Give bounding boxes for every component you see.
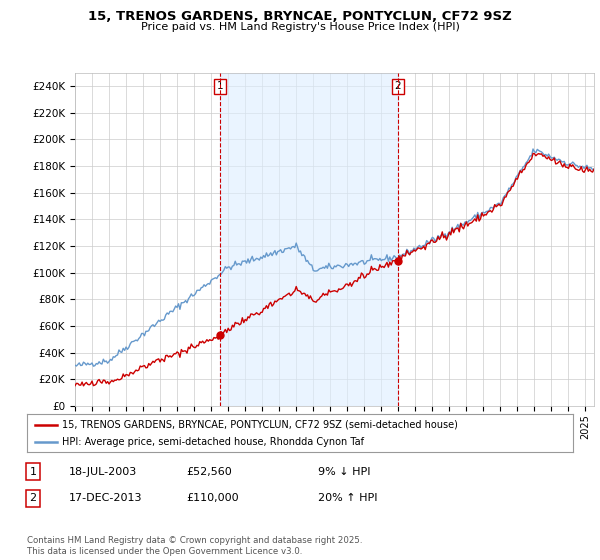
Text: 1: 1 [29, 466, 37, 477]
Text: 15, TRENOS GARDENS, BRYNCAE, PONTYCLUN, CF72 9SZ: 15, TRENOS GARDENS, BRYNCAE, PONTYCLUN, … [88, 10, 512, 23]
Text: £110,000: £110,000 [186, 493, 239, 503]
Text: 20% ↑ HPI: 20% ↑ HPI [318, 493, 377, 503]
Text: 2: 2 [394, 81, 401, 91]
Bar [220, 73, 398, 406]
Text: Contains HM Land Registry data © Crown copyright and database right 2025.
This d: Contains HM Land Registry data © Crown c… [27, 536, 362, 556]
Text: 15, TRENOS GARDENS, BRYNCAE, PONTYCLUN, CF72 9SZ (semi-detached house): 15, TRENOS GARDENS, BRYNCAE, PONTYCLUN, … [62, 419, 458, 430]
Text: 1: 1 [217, 81, 224, 91]
Text: Price paid vs. HM Land Registry's House Price Index (HPI): Price paid vs. HM Land Registry's House … [140, 22, 460, 32]
Text: 9% ↓ HPI: 9% ↓ HPI [318, 466, 371, 477]
Text: 18-JUL-2003: 18-JUL-2003 [69, 466, 137, 477]
Text: 17-DEC-2013: 17-DEC-2013 [69, 493, 143, 503]
Text: HPI: Average price, semi-detached house, Rhondda Cynon Taf: HPI: Average price, semi-detached house,… [62, 437, 364, 447]
Text: 2: 2 [29, 493, 37, 503]
Text: £52,560: £52,560 [186, 466, 232, 477]
